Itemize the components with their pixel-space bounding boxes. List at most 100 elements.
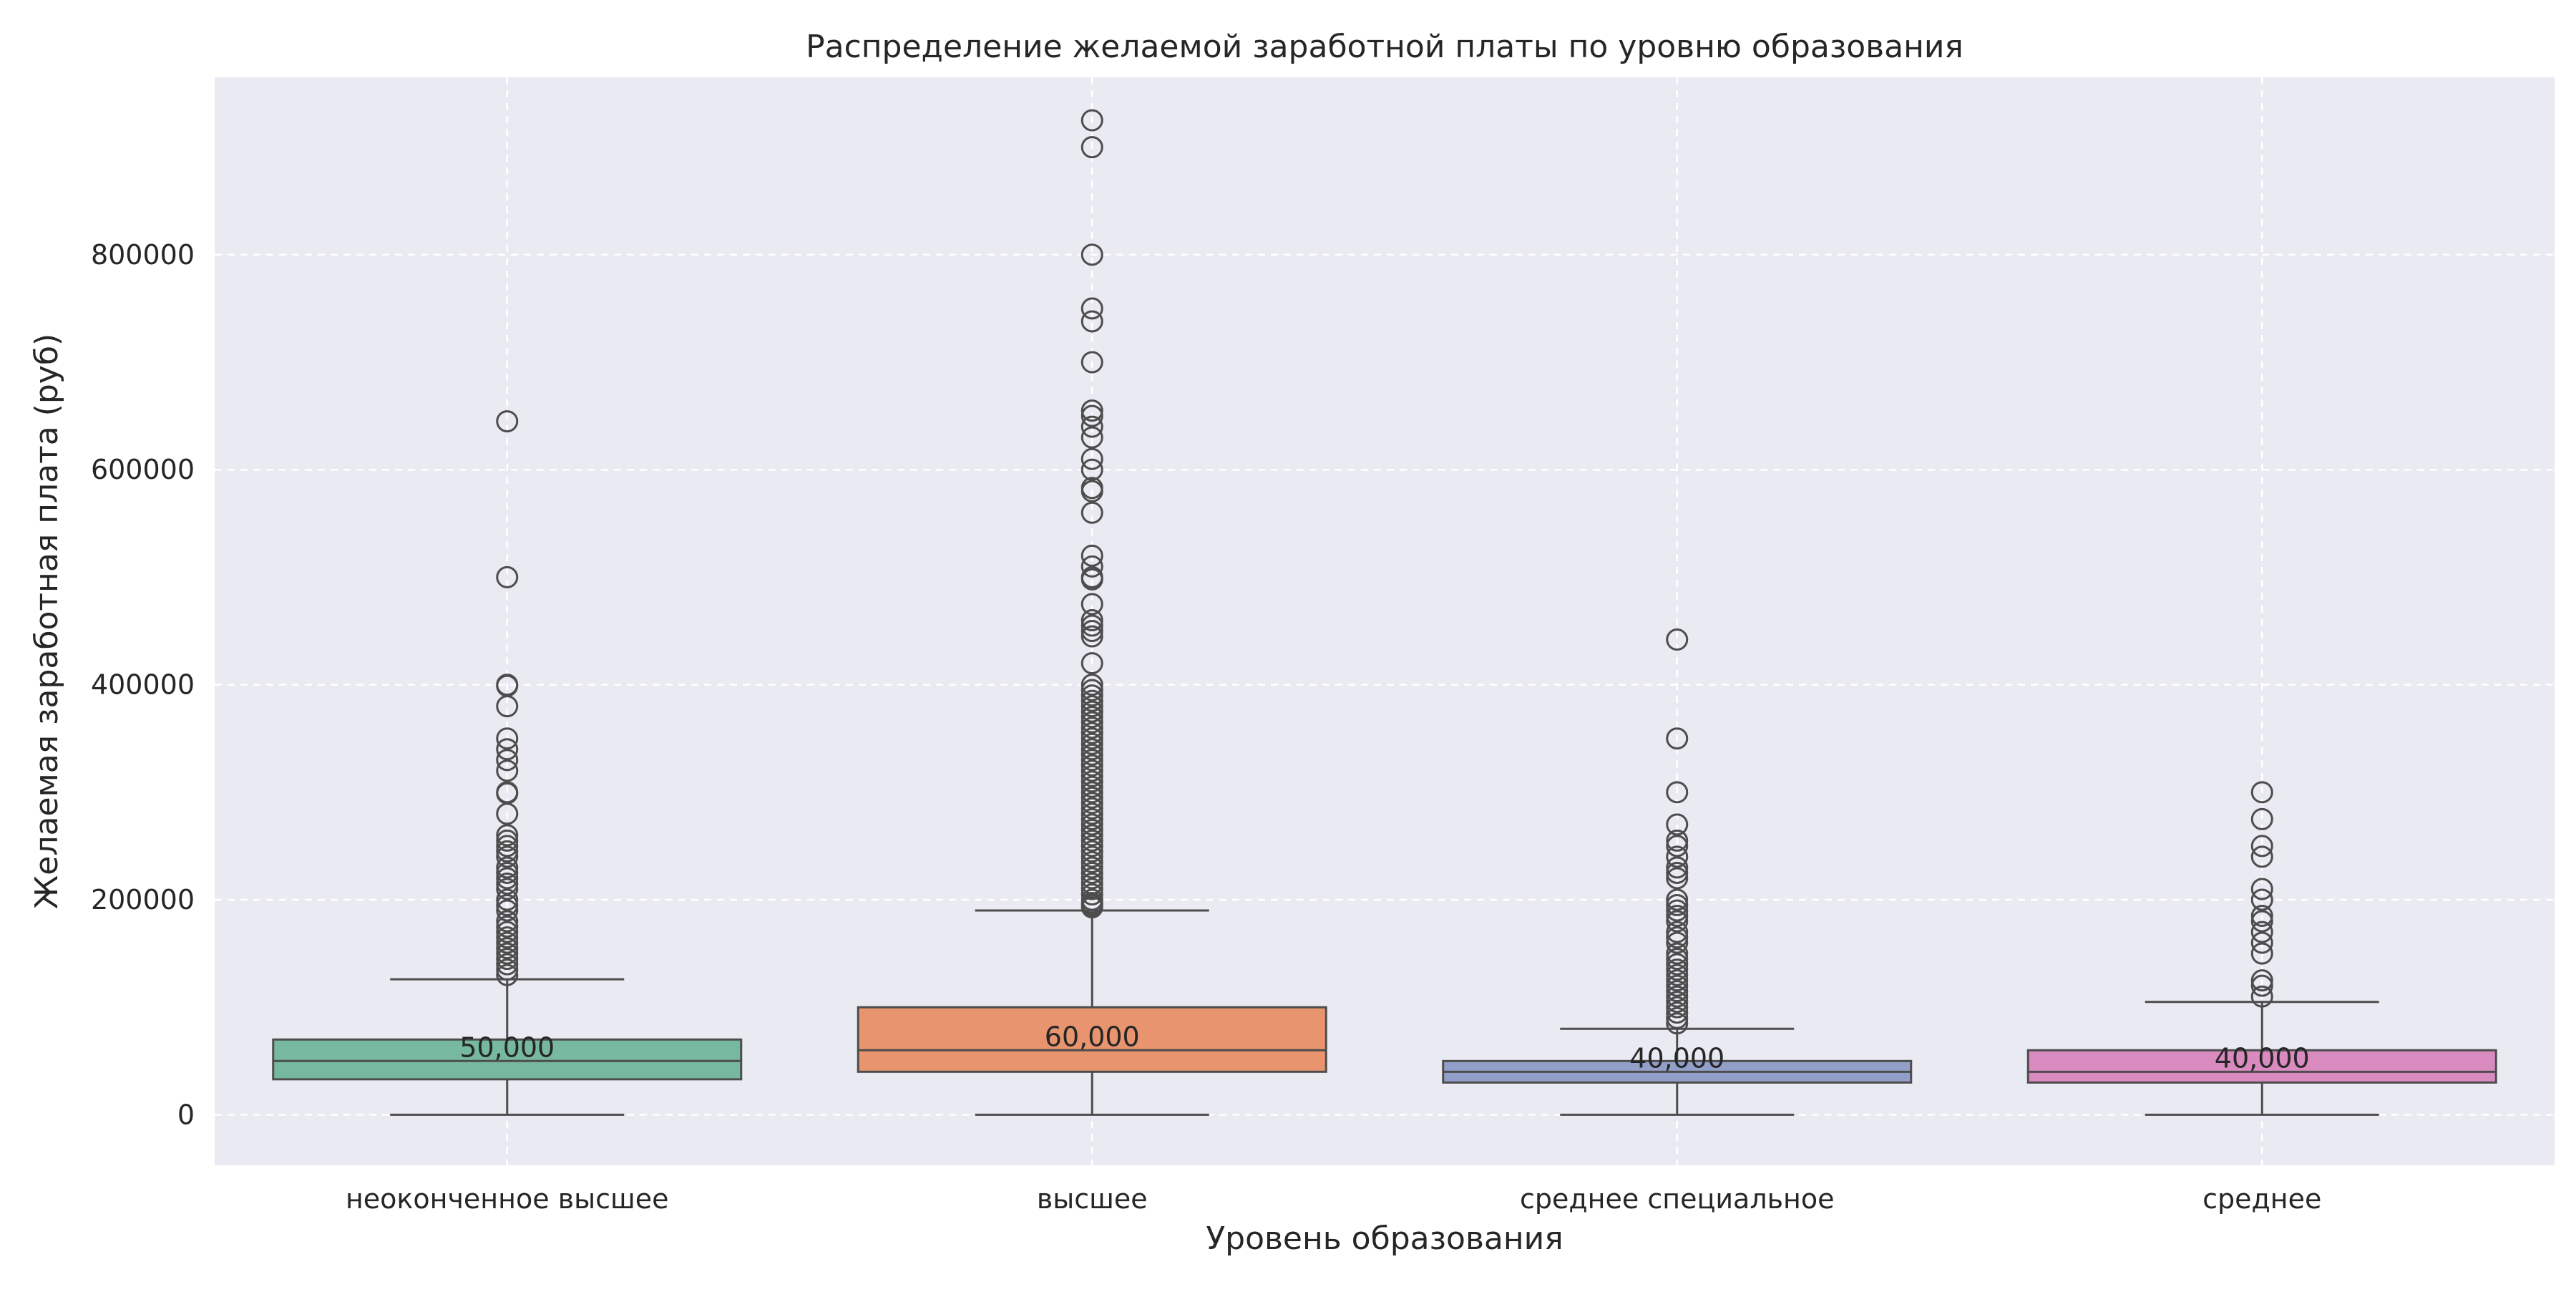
outlier-point	[1080, 593, 1103, 616]
outlier-point	[496, 861, 519, 884]
outlier-point	[1666, 985, 1689, 1008]
outlier-point	[1666, 974, 1689, 997]
outlier-point	[1080, 813, 1103, 836]
outlier-point	[496, 958, 519, 981]
outlier-point	[1080, 109, 1103, 132]
outlier-point	[496, 840, 519, 863]
iqr-box	[2026, 1049, 2497, 1084]
outlier-point	[496, 915, 519, 938]
outlier-point	[2250, 878, 2273, 900]
outlier-point	[2250, 974, 2273, 997]
outlier-point	[1080, 770, 1103, 793]
outlier-point	[1080, 754, 1103, 777]
outlier-point	[496, 942, 519, 965]
outlier-point	[1080, 426, 1103, 449]
chart-title: Распределение желаемой заработной платы …	[806, 29, 1963, 65]
outlier-point	[1080, 568, 1103, 591]
median-label: 60,000	[1045, 1021, 1140, 1052]
x-tick-label: неоконченное высшее	[346, 1183, 669, 1215]
outlier-point	[1080, 749, 1103, 772]
outlier-point	[1080, 555, 1103, 578]
outlier-point	[1666, 905, 1689, 928]
outlier-point	[496, 856, 519, 879]
outlier-point	[1666, 942, 1689, 965]
outlier-point	[1080, 480, 1103, 502]
outlier-point	[2250, 888, 2273, 911]
outlier-point	[1080, 351, 1103, 374]
outlier-point	[1080, 711, 1103, 734]
outlier-point	[1080, 136, 1103, 159]
x-tick-label: среднее специальное	[1520, 1183, 1834, 1215]
outlier-point	[1080, 620, 1103, 643]
outlier-point	[1080, 544, 1103, 567]
outlier-point	[496, 910, 519, 933]
outlier-point	[1080, 896, 1103, 919]
boxes-layer: 50,000 60,000 40,000 40,000	[272, 109, 2497, 1116]
outlier-point	[1666, 845, 1689, 868]
outlier-point	[1666, 1012, 1689, 1035]
iqr-box	[272, 1038, 743, 1081]
outlier-point	[1666, 931, 1689, 954]
outlier-point	[1666, 991, 1689, 1014]
outlier-point	[1666, 867, 1689, 890]
outlier-point	[1080, 738, 1103, 761]
outlier-point	[1080, 501, 1103, 524]
outlier-point	[1080, 625, 1103, 648]
outlier-point	[496, 695, 519, 718]
outlier-point	[1080, 399, 1103, 422]
outlier-point	[496, 727, 519, 750]
outlier-point	[2250, 942, 2273, 965]
outlier-point	[496, 829, 519, 852]
iqr-box	[857, 1006, 1327, 1073]
outlier-point	[2250, 781, 2273, 804]
outlier-point	[1666, 963, 1689, 986]
outlier-point	[1080, 792, 1103, 815]
outlier-point	[1080, 802, 1103, 825]
outlier-point	[1080, 415, 1103, 438]
median-label: 40,000	[2215, 1042, 2310, 1074]
outlier-point	[1666, 894, 1689, 917]
outlier-point	[496, 948, 519, 971]
outlier-point	[1080, 878, 1103, 900]
outlier-point	[1080, 608, 1103, 631]
outlier-point	[1666, 953, 1689, 976]
outlier-point	[1666, 781, 1689, 804]
outlier-point	[1666, 969, 1689, 992]
outlier-point	[496, 410, 519, 433]
outlier-point	[1080, 732, 1103, 755]
outlier-point	[2250, 845, 2273, 868]
box-group: 40,000	[1442, 628, 1913, 1116]
outlier-point	[1666, 921, 1689, 943]
outlier-point	[1666, 948, 1689, 971]
box-group: 40,000	[2026, 781, 2497, 1116]
y-tick-label: 800000	[91, 239, 195, 271]
outlier-point	[496, 802, 519, 825]
median-label: 50,000	[459, 1031, 555, 1063]
outlier-point	[1080, 679, 1103, 701]
outlier-point	[1080, 310, 1103, 333]
outlier-point	[1080, 297, 1103, 320]
outlier-point	[1666, 899, 1689, 922]
outlier-point	[496, 926, 519, 949]
y-tick-label: 400000	[91, 669, 195, 701]
outlier-point	[1080, 727, 1103, 750]
outlier-point	[1666, 888, 1689, 911]
outlier-point	[1080, 458, 1103, 481]
outlier-point	[496, 894, 519, 917]
outlier-point	[1666, 727, 1689, 750]
outlier-point	[1080, 674, 1103, 696]
outlier-point	[1666, 1006, 1689, 1029]
x-tick-label: среднее	[2202, 1183, 2321, 1215]
outlier-point	[1666, 958, 1689, 981]
outlier-point	[1080, 695, 1103, 718]
outlier-point	[1080, 764, 1103, 787]
outlier-point	[1080, 775, 1103, 798]
outlier-point	[2250, 905, 2273, 928]
outlier-point	[496, 845, 519, 868]
outlier-point	[1080, 689, 1103, 712]
y-tick-label: 0	[177, 1099, 195, 1130]
outlier-point	[1080, 883, 1103, 906]
outlier-point	[496, 937, 519, 960]
